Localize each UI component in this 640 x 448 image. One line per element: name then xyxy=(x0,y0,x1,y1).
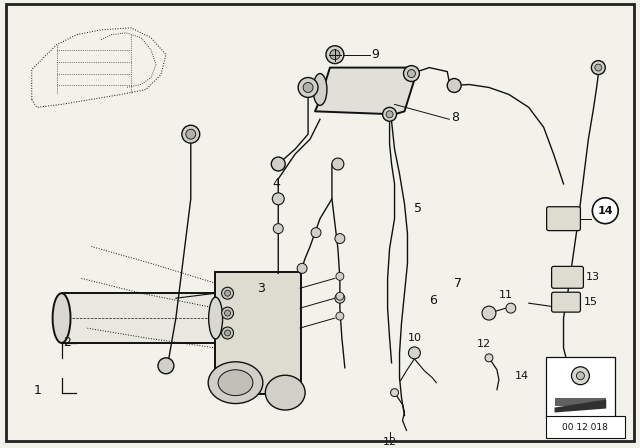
Circle shape xyxy=(221,307,234,319)
Circle shape xyxy=(297,263,307,273)
Text: 10: 10 xyxy=(408,333,421,343)
Text: 13: 13 xyxy=(586,272,600,282)
Text: 12: 12 xyxy=(383,437,397,448)
Text: 5: 5 xyxy=(415,202,422,215)
Circle shape xyxy=(326,46,344,64)
Circle shape xyxy=(271,157,285,171)
Circle shape xyxy=(336,312,344,320)
Text: 9: 9 xyxy=(372,48,380,61)
FancyBboxPatch shape xyxy=(214,272,301,394)
Circle shape xyxy=(482,306,496,320)
Circle shape xyxy=(506,303,516,313)
Ellipse shape xyxy=(218,370,253,396)
Text: 15: 15 xyxy=(584,297,597,307)
Text: 2: 2 xyxy=(63,336,72,349)
Circle shape xyxy=(595,64,602,71)
Circle shape xyxy=(335,293,345,303)
Circle shape xyxy=(593,198,618,224)
Circle shape xyxy=(335,233,345,244)
Circle shape xyxy=(332,158,344,170)
Ellipse shape xyxy=(209,297,223,339)
Polygon shape xyxy=(555,397,606,405)
Text: 6: 6 xyxy=(429,294,437,307)
Ellipse shape xyxy=(52,293,70,343)
Text: 7: 7 xyxy=(454,277,462,290)
Circle shape xyxy=(221,327,234,339)
Circle shape xyxy=(186,129,196,139)
Circle shape xyxy=(336,292,344,300)
Circle shape xyxy=(591,60,605,74)
FancyBboxPatch shape xyxy=(546,417,625,438)
Text: 14: 14 xyxy=(515,371,529,381)
Ellipse shape xyxy=(313,73,327,105)
Circle shape xyxy=(330,50,340,60)
Text: 1: 1 xyxy=(34,384,42,397)
Circle shape xyxy=(225,330,230,336)
Polygon shape xyxy=(61,293,216,343)
Circle shape xyxy=(577,372,584,380)
FancyBboxPatch shape xyxy=(546,357,615,418)
Ellipse shape xyxy=(208,362,263,404)
Circle shape xyxy=(447,78,461,92)
FancyBboxPatch shape xyxy=(552,267,584,288)
Circle shape xyxy=(485,354,493,362)
Polygon shape xyxy=(315,68,415,114)
Text: 12: 12 xyxy=(477,339,491,349)
Circle shape xyxy=(386,111,393,118)
Circle shape xyxy=(570,379,584,392)
Circle shape xyxy=(272,193,284,205)
Circle shape xyxy=(273,224,284,233)
Text: 8: 8 xyxy=(451,111,460,124)
Circle shape xyxy=(403,65,419,82)
Polygon shape xyxy=(555,400,606,413)
Text: 00 12 018: 00 12 018 xyxy=(563,423,609,432)
Circle shape xyxy=(408,347,420,359)
Circle shape xyxy=(158,358,174,374)
Circle shape xyxy=(408,69,415,78)
Circle shape xyxy=(182,125,200,143)
Circle shape xyxy=(298,78,318,97)
Text: 4: 4 xyxy=(273,177,280,190)
Circle shape xyxy=(311,228,321,237)
Text: 11: 11 xyxy=(499,290,513,300)
Text: 14: 14 xyxy=(598,206,613,216)
Ellipse shape xyxy=(266,375,305,410)
Circle shape xyxy=(336,272,344,280)
FancyBboxPatch shape xyxy=(547,207,580,231)
Circle shape xyxy=(221,287,234,299)
Circle shape xyxy=(225,290,230,296)
Circle shape xyxy=(572,367,589,385)
Text: 3: 3 xyxy=(257,282,265,295)
Circle shape xyxy=(303,82,313,92)
Circle shape xyxy=(390,389,399,396)
Circle shape xyxy=(225,310,230,316)
Circle shape xyxy=(383,108,397,121)
FancyBboxPatch shape xyxy=(552,292,580,312)
